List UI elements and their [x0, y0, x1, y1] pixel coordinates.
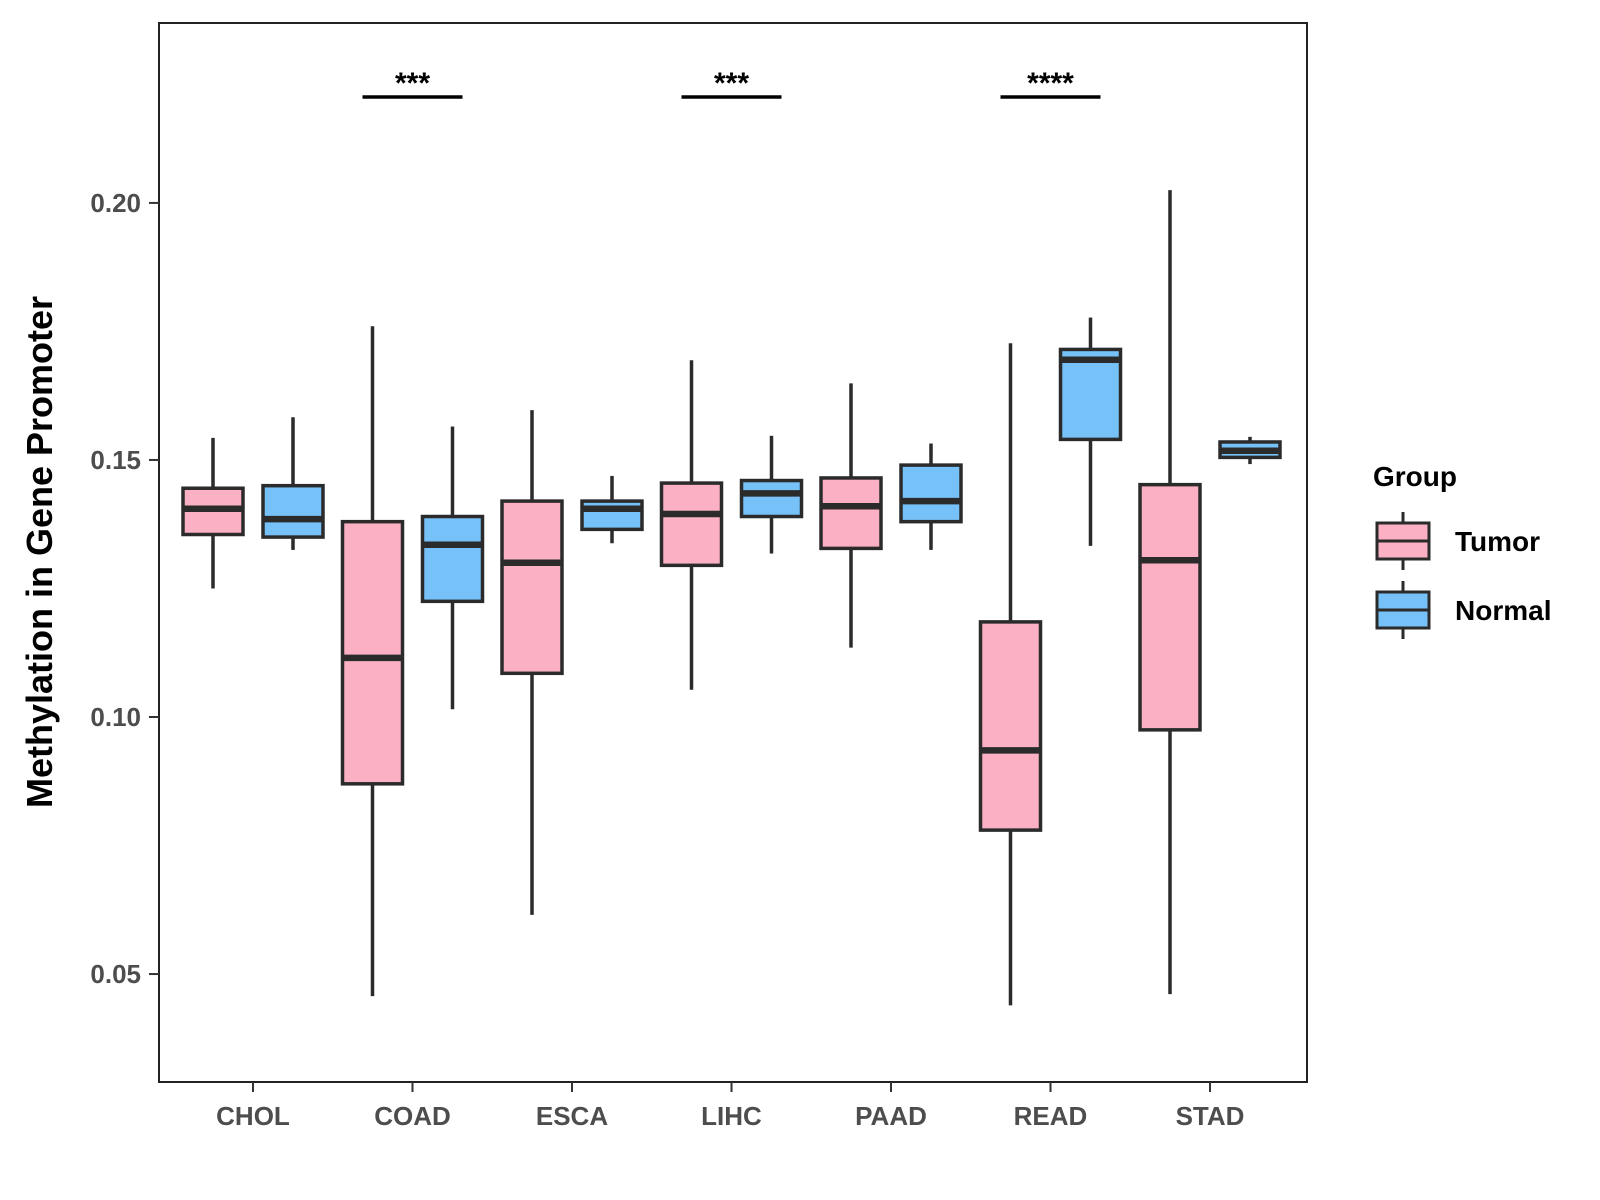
y-tick-label: 0.15: [90, 445, 141, 475]
legend-label: Tumor: [1455, 526, 1540, 557]
box-coad-tumor: [340, 326, 405, 997]
box-body: [1058, 347, 1123, 442]
significance-label: ***: [395, 67, 430, 100]
plot-panel-border: [158, 22, 1308, 1083]
box-body: [899, 463, 963, 524]
y-axis: 0.05 0.10 0.15 0.20: [90, 188, 159, 989]
legend-item-normal: Normal: [1375, 581, 1551, 639]
box-read-tumor: [978, 343, 1043, 1006]
box-lihc-tumor: [659, 360, 724, 690]
box-stad-tumor: [1138, 190, 1202, 995]
significance-label: ****: [1027, 67, 1074, 100]
x-axis: CHOL COAD ESCA LIHC PAAD READ STAD: [216, 1082, 1244, 1131]
significance-annotations: *** *** ****: [362, 67, 1101, 100]
box-paad-normal: [899, 443, 963, 550]
significance-lihc: ***: [681, 67, 782, 100]
box-chol-tumor: [181, 437, 245, 589]
x-tick-label: STAD: [1176, 1101, 1245, 1131]
x-tick-label: PAAD: [855, 1101, 927, 1131]
box-esca-normal: [580, 475, 644, 544]
box-read-normal: [1058, 317, 1123, 546]
y-tick-label: 0.10: [90, 702, 141, 732]
y-axis-title: Methylation in Gene Promoter: [19, 296, 60, 808]
x-tick-label: ESCA: [536, 1101, 608, 1131]
box-body: [261, 483, 325, 539]
box-body: [1138, 482, 1202, 732]
box-esca-tumor: [500, 410, 564, 915]
legend-key-normal: [1375, 581, 1431, 639]
box-body: [580, 499, 644, 532]
significance-label: ***: [714, 67, 749, 100]
box-body: [659, 481, 724, 568]
legend-items: Tumor Normal: [1375, 512, 1551, 639]
x-tick-label: READ: [1014, 1101, 1088, 1131]
x-tick-label: LIHC: [701, 1101, 762, 1131]
x-tick-label: CHOL: [216, 1101, 290, 1131]
box-body: [819, 476, 883, 551]
legend-title: Group: [1373, 461, 1457, 492]
legend-label: Normal: [1455, 595, 1551, 626]
y-tick-label: 0.05: [90, 959, 141, 989]
legend-key-tumor: [1375, 512, 1431, 570]
box-body: [420, 514, 485, 604]
box-body: [978, 620, 1043, 832]
legend: Group Tumor Normal: [1373, 461, 1551, 639]
box-paad-tumor: [819, 383, 883, 648]
significance-read: ****: [1000, 67, 1101, 100]
box-coad-normal: [420, 426, 485, 710]
plot-marks: [181, 190, 1282, 1006]
legend-item-tumor: Tumor: [1375, 512, 1540, 570]
x-tick-label: COAD: [374, 1101, 451, 1131]
box-lihc-normal: [739, 435, 804, 554]
y-tick-label: 0.20: [90, 188, 141, 218]
significance-coad: ***: [362, 67, 463, 100]
box-body: [500, 499, 564, 676]
box-body: [340, 519, 405, 786]
box-chol-normal: [261, 417, 325, 550]
box-body: [739, 478, 804, 519]
box-stad-normal: [1218, 436, 1282, 465]
